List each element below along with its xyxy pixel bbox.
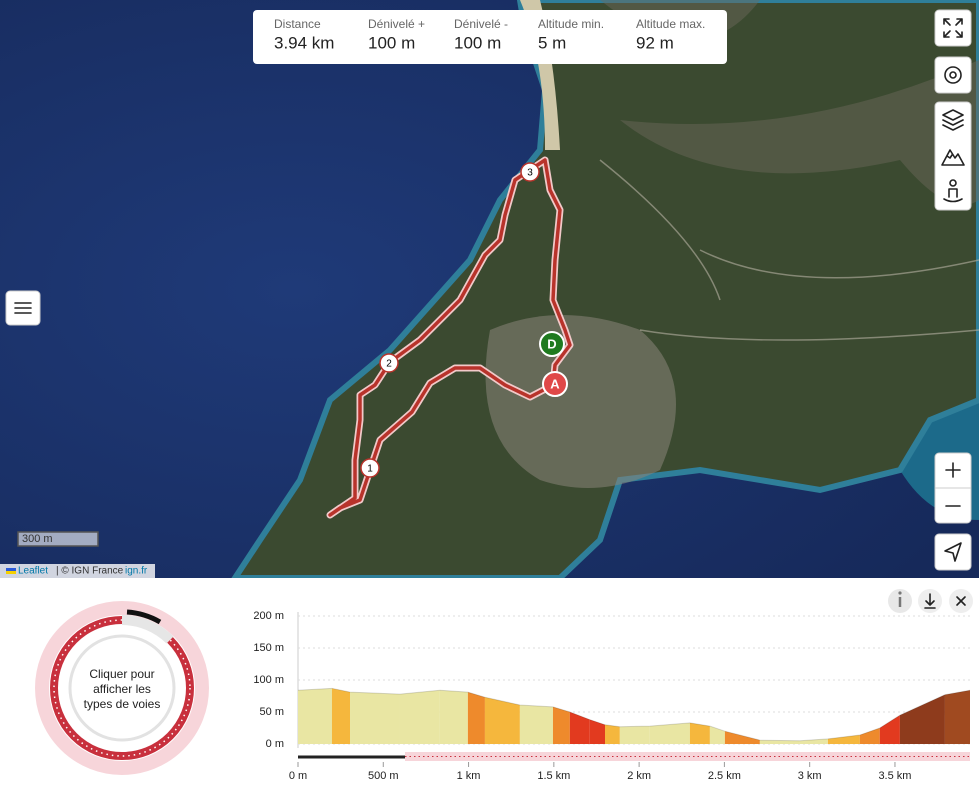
x-tick-label: 2 km — [627, 770, 651, 782]
elevation-segment — [619, 726, 650, 744]
x-tick-label: 1.5 km — [537, 770, 570, 782]
roads — [599, 159, 979, 341]
stat-value: 100 m — [368, 33, 415, 52]
provider-link[interactable]: ign.fr — [125, 566, 148, 577]
tools-group — [934, 101, 972, 211]
map[interactable]: 1 2 3 D A — [0, 0, 979, 581]
menu-button[interactable] — [5, 290, 41, 326]
y-tick-label: 50 m — [260, 706, 284, 718]
elevation-segment — [399, 690, 440, 744]
elevation-segment — [484, 697, 520, 744]
elevation-segment — [724, 731, 760, 744]
elevation-segment — [944, 690, 970, 744]
stats-bg — [253, 10, 727, 64]
x-tick-label: 3.5 km — [878, 770, 911, 782]
elevation-segment — [899, 694, 945, 744]
elevation-segment — [589, 719, 606, 744]
waypoint-label: 3 — [527, 168, 533, 179]
route — [328, 158, 572, 517]
elevation-segment — [569, 712, 590, 744]
stat-label: Dénivelé - — [454, 17, 508, 31]
stat-value: 5 m — [538, 33, 566, 52]
x-tick-label: 0 m — [289, 770, 307, 782]
beach — [520, 0, 560, 150]
provider: | © IGN France — [56, 566, 124, 577]
layers-button[interactable] — [942, 109, 964, 131]
stat-value: 3.94 km — [274, 33, 334, 52]
elevation-segment — [350, 692, 400, 744]
stats-box: Distance 3.94 km Dénivelé + 100 m Dénive… — [253, 10, 727, 64]
x-tick-label: 500 m — [368, 770, 399, 782]
urban — [600, 0, 979, 205]
scale-label: 300 m — [22, 533, 53, 545]
elevation-segment — [467, 692, 485, 744]
fullscreen-button[interactable] — [934, 9, 972, 47]
waypoint[interactable]: 3 — [520, 162, 540, 182]
end-marker[interactable]: A — [542, 371, 568, 397]
start-label: D — [547, 336, 556, 351]
elevation-segment — [859, 728, 880, 744]
streetview-button[interactable] — [943, 179, 963, 203]
x-tick-label: 1 km — [457, 770, 481, 782]
elevation-segment — [689, 722, 710, 744]
close-button[interactable] — [949, 589, 973, 613]
attribution: Leaflet | © IGN France ign.fr — [0, 564, 155, 578]
settings-button[interactable] — [934, 56, 972, 94]
elevation-segment — [439, 690, 468, 744]
elevation-segment — [331, 688, 351, 744]
stat-label: Dénivelé + — [368, 17, 425, 31]
elevation-segment — [799, 738, 828, 744]
x-tick-label: 3 km — [798, 770, 822, 782]
elevation-segment — [879, 715, 900, 744]
elevation-segment — [709, 726, 725, 744]
donut-hint: afficher les — [93, 682, 151, 696]
waypoint-label: 2 — [386, 359, 392, 370]
elevation-segment — [298, 688, 332, 744]
stat-label: Altitude min. — [538, 17, 604, 31]
waypoint-label: 1 — [367, 464, 373, 475]
donut-hint: types de voies — [84, 697, 161, 711]
scale-bar: 300 m — [17, 531, 99, 547]
town — [485, 315, 676, 488]
elevation-segment — [552, 706, 570, 744]
leaflet-link[interactable]: Leaflet — [18, 566, 48, 577]
elevation-line — [297, 687, 971, 742]
elevation-segment — [519, 704, 553, 744]
y-tick-label: 150 m — [253, 642, 284, 654]
donut-hint: Cliquer pour — [89, 667, 154, 681]
waypoint[interactable]: 2 — [379, 353, 399, 373]
progress-rest — [405, 752, 970, 761]
elevation-segment — [827, 735, 860, 744]
elevation-segment — [759, 740, 800, 744]
elevation-segment — [649, 722, 690, 744]
x-tick-label: 2.5 km — [708, 770, 741, 782]
start-marker[interactable]: D — [539, 331, 565, 357]
terrain-button[interactable] — [941, 149, 965, 166]
elevation-segment — [605, 724, 620, 744]
y-tick-label: 0 m — [266, 738, 284, 750]
end-label: A — [550, 376, 560, 391]
stat-value: 92 m — [636, 33, 674, 52]
stat-label: Altitude max. — [636, 17, 705, 31]
download-button[interactable] — [918, 589, 942, 613]
zoom-out-button[interactable] — [935, 487, 971, 507]
stat-label: Distance — [274, 17, 321, 31]
waypoint[interactable]: 1 — [360, 458, 380, 478]
y-tick-label: 200 m — [253, 610, 284, 622]
stat-value: 100 m — [454, 33, 501, 52]
elevation-chart: 0 m 50 m 100 m 150 m 200 m 0 m 500 m 1 km 1.5 km… — [253, 610, 971, 782]
info-button[interactable] — [888, 589, 912, 613]
y-tick-label: 100 m — [253, 674, 284, 686]
road-types-donut[interactable]: Cliquer pour afficher les types de voies — [35, 601, 209, 775]
locate-button[interactable] — [934, 533, 972, 571]
